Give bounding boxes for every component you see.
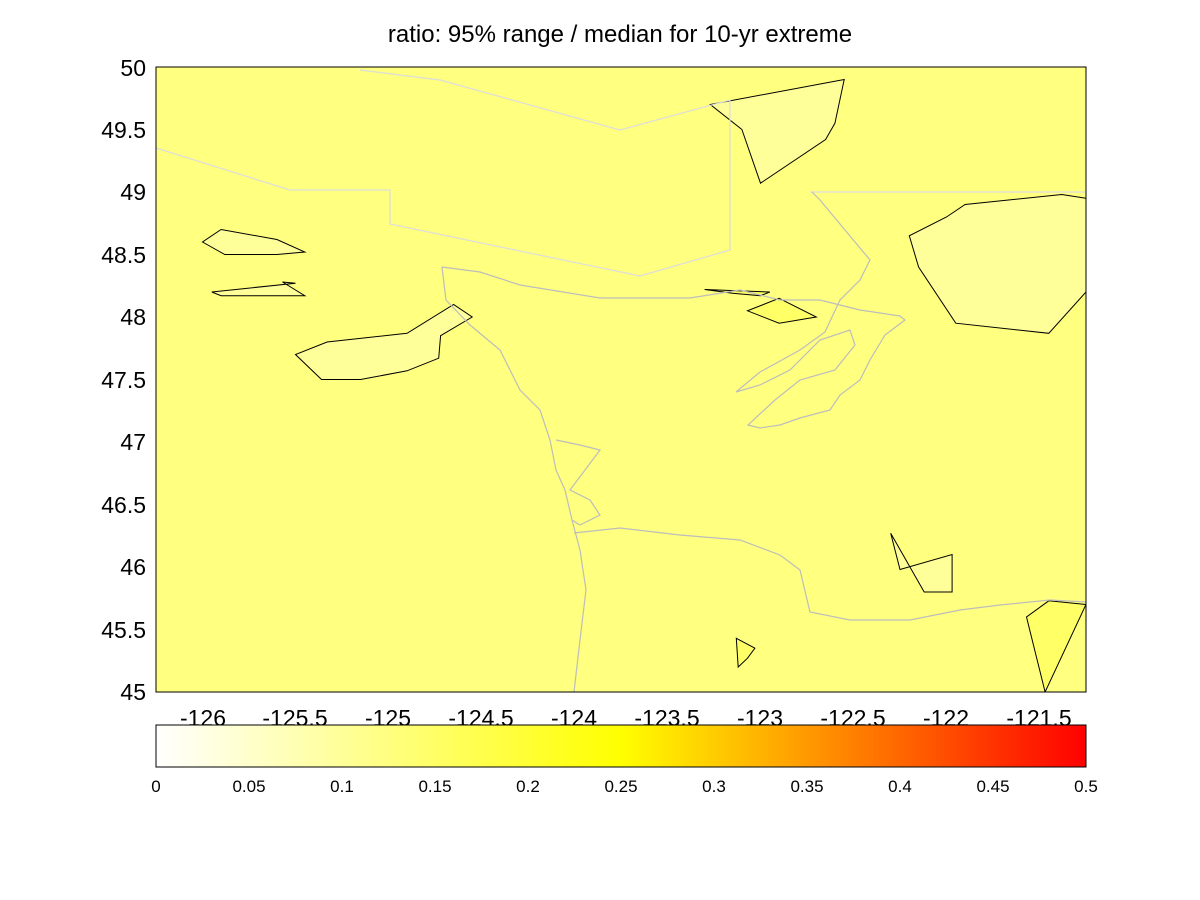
columbia-river xyxy=(573,527,1086,621)
willapa-bay xyxy=(555,439,602,526)
y-tick: 49 xyxy=(120,179,146,205)
plot-area xyxy=(156,67,1086,692)
y-tick-label: 47 xyxy=(120,429,146,455)
y-tick-label: 47.5 xyxy=(101,367,146,393)
country-border xyxy=(156,69,731,277)
coastline xyxy=(441,191,906,429)
y-tick: 45 xyxy=(120,679,146,705)
coastline-west xyxy=(441,266,587,692)
colorbar-tick-label: 0.35 xyxy=(790,777,823,796)
colorbar-tick-label: 0.2 xyxy=(516,777,540,796)
contour-region-low-w-strip xyxy=(211,281,307,297)
colorbar-tick-label: 0.5 xyxy=(1074,777,1098,796)
colorbar-tick-label: 0.25 xyxy=(604,777,637,796)
contour-region-low-ne-sw xyxy=(201,228,307,255)
contour-region-low-ne-blob xyxy=(908,193,1086,334)
y-tick-label: 48.5 xyxy=(101,242,146,268)
colorbar-tick-label: 0.45 xyxy=(976,777,1009,796)
y-tick: 49.5 xyxy=(101,117,146,143)
colorbar-tick-label: 0.1 xyxy=(330,777,354,796)
colorbar-tick-label: 0.3 xyxy=(702,777,726,796)
y-tick-label: 48 xyxy=(120,304,146,330)
y-tick-label: 46.5 xyxy=(101,492,146,518)
map-field xyxy=(156,67,1086,692)
colorbar-ticks: 0 0.05 0.1 0.15 0.2 0.25 0.3 0.35 0.4 0.… xyxy=(151,777,1098,796)
y-tick: 47.5 xyxy=(101,367,146,393)
contour-region-high-sw-corner xyxy=(1025,600,1086,692)
contour-region-high-s-spot xyxy=(735,637,756,669)
y-tick: 45.5 xyxy=(101,617,146,643)
colorbar-tick-label: 0.4 xyxy=(888,777,912,796)
y-tick-label: 45.5 xyxy=(101,617,146,643)
y-tick-label: 46 xyxy=(120,554,146,580)
contour-region-low-offshore-oval xyxy=(294,303,474,380)
y-tick: 46 xyxy=(120,554,146,580)
plot-frame xyxy=(155,66,1087,693)
colorbar-tick-label: 0.15 xyxy=(418,777,451,796)
contour-regions xyxy=(201,78,1086,692)
y-tick-label: 45 xyxy=(120,679,146,705)
colorbar-gradient xyxy=(155,724,1087,768)
y-tick-label: 49 xyxy=(120,179,146,205)
y-tick: 48.5 xyxy=(101,242,146,268)
contour-region-low-sw-patch xyxy=(890,532,953,593)
y-tick-label: 49.5 xyxy=(101,117,146,143)
colorbar: 0 0.05 0.1 0.15 0.2 0.25 0.3 0.35 0.4 0.… xyxy=(151,724,1098,796)
colorbar-tick-label: 0 xyxy=(151,777,160,796)
colorbar-tick-label: 0.05 xyxy=(232,777,265,796)
y-tick: 48 xyxy=(120,304,146,330)
y-tick: 50 xyxy=(120,55,146,81)
contour-region-low-n-island xyxy=(709,78,845,184)
y-tick: 46.5 xyxy=(101,492,146,518)
y-tick-label: 50 xyxy=(120,55,146,81)
y-axis: 45 45.5 46 46.5 47 47.5 48 48.5 49 49.5 … xyxy=(101,55,146,705)
contour-region-high-puget xyxy=(746,297,818,324)
y-tick: 47 xyxy=(120,429,146,455)
chart-title: ratio: 95% range / median for 10-yr extr… xyxy=(388,21,852,48)
